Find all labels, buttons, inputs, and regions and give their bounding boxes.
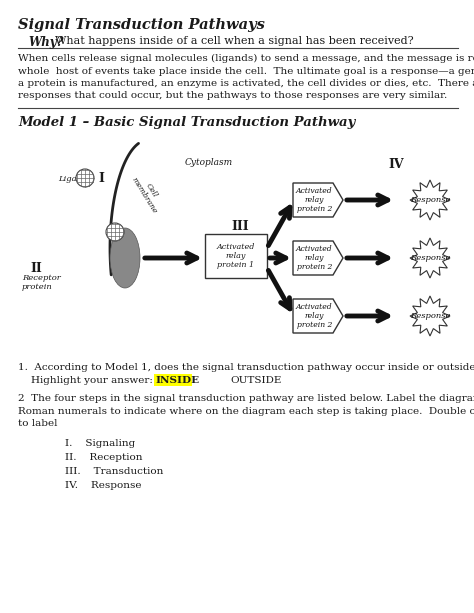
- Text: When cells release signal molecules (ligands) to send a message, and the message: When cells release signal molecules (lig…: [18, 54, 474, 63]
- Text: Cytoplasm: Cytoplasm: [185, 158, 233, 167]
- Circle shape: [106, 223, 124, 241]
- Text: II: II: [30, 262, 42, 275]
- Text: Response: Response: [410, 254, 450, 262]
- Text: Model 1 – Basic Signal Transduction Pathway: Model 1 – Basic Signal Transduction Path…: [18, 116, 356, 129]
- Text: Why?: Why?: [28, 36, 64, 49]
- Text: 1.  According to Model 1, does the signal transduction pathway occur inside or o: 1. According to Model 1, does the signal…: [18, 363, 474, 372]
- FancyBboxPatch shape: [205, 234, 267, 278]
- Text: Activated
relay
protein 2: Activated relay protein 2: [296, 187, 333, 213]
- Circle shape: [76, 169, 94, 187]
- Polygon shape: [410, 180, 450, 220]
- Ellipse shape: [110, 228, 140, 288]
- Text: Response: Response: [410, 312, 450, 320]
- FancyBboxPatch shape: [154, 374, 192, 386]
- Text: whole  host of events take place inside the cell.  The ultimate goal is a respon: whole host of events take place inside t…: [18, 66, 474, 75]
- Text: to label: to label: [18, 419, 57, 428]
- Text: Activated
relay
protein 2: Activated relay protein 2: [296, 303, 333, 329]
- Text: Ligand: Ligand: [58, 175, 87, 183]
- Text: II.    Reception: II. Reception: [65, 454, 143, 462]
- Polygon shape: [410, 238, 450, 278]
- Text: I.    Signaling: I. Signaling: [65, 440, 135, 449]
- Text: IV: IV: [388, 158, 404, 171]
- Text: a protein is manufactured, an enzyme is activated, the cell divides or dies, etc: a protein is manufactured, an enzyme is …: [18, 79, 474, 88]
- Text: Receptor
protein: Receptor protein: [22, 274, 61, 291]
- Polygon shape: [410, 296, 450, 336]
- Text: 2  The four steps in the signal transduction pathway are listed below. Label the: 2 The four steps in the signal transduct…: [18, 394, 474, 403]
- Text: Response: Response: [410, 196, 450, 204]
- Text: I: I: [98, 172, 104, 185]
- Text: Cell
membrane: Cell membrane: [130, 171, 166, 215]
- Text: OUTSIDE: OUTSIDE: [230, 376, 282, 385]
- Text: IV.    Response: IV. Response: [65, 481, 142, 490]
- Text: Activated
relay
protein 2: Activated relay protein 2: [296, 245, 333, 271]
- Polygon shape: [293, 299, 343, 333]
- Text: Activated
relay
protein 1: Activated relay protein 1: [217, 243, 255, 269]
- Text: III: III: [231, 220, 249, 233]
- Text: What happens inside of a cell when a signal has been received?: What happens inside of a cell when a sig…: [55, 36, 414, 46]
- Text: Highlight your answer:: Highlight your answer:: [18, 376, 153, 385]
- Text: INSIDE: INSIDE: [155, 376, 199, 385]
- Polygon shape: [293, 241, 343, 275]
- Polygon shape: [293, 183, 343, 217]
- Text: Roman numerals to indicate where on the diagram each step is taking place.  Doub: Roman numerals to indicate where on the …: [18, 406, 474, 416]
- Text: responses that could occur, but the pathways to those responses are very similar: responses that could occur, but the path…: [18, 91, 447, 101]
- Text: Signal Transduction Pathways: Signal Transduction Pathways: [18, 18, 265, 32]
- Text: III.    Transduction: III. Transduction: [65, 468, 164, 476]
